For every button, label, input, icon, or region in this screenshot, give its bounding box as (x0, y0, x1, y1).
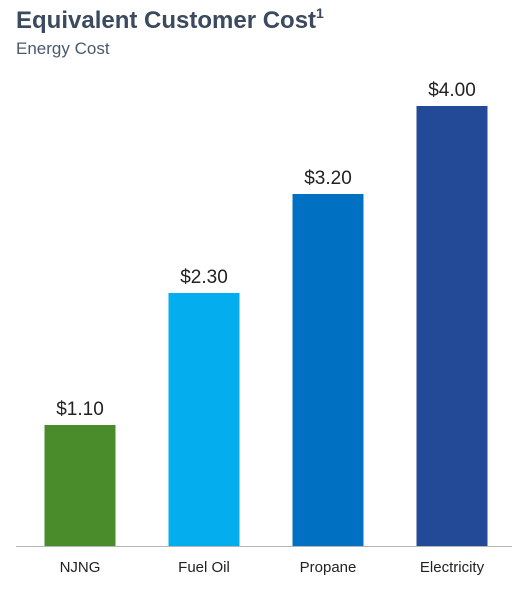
bar-njng (44, 425, 116, 546)
footnote-marker: 1 (316, 5, 324, 21)
category-label-njng: NJNG (60, 559, 101, 576)
category-label-electricity: Electricity (420, 559, 485, 576)
chart-subtitle: Energy Cost (16, 39, 110, 58)
chart-title-text: Equivalent Customer Cost (16, 7, 317, 34)
value-label-njng: $1.10 (56, 399, 104, 420)
category-label-fuel-oil: Fuel Oil (178, 559, 230, 576)
bar-propane (292, 194, 364, 546)
bar-fuel-oil (168, 293, 240, 546)
bar-electricity (416, 106, 488, 546)
value-label-electricity: $4.00 (428, 80, 476, 101)
chart-title: Equivalent Customer Cost1 (16, 6, 324, 36)
value-label-fuel-oil: $2.30 (180, 267, 228, 288)
value-label-propane: $3.20 (304, 168, 352, 189)
category-label-propane: Propane (300, 559, 357, 576)
chart-header: Equivalent Customer Cost1 Energy Cost (16, 6, 324, 60)
